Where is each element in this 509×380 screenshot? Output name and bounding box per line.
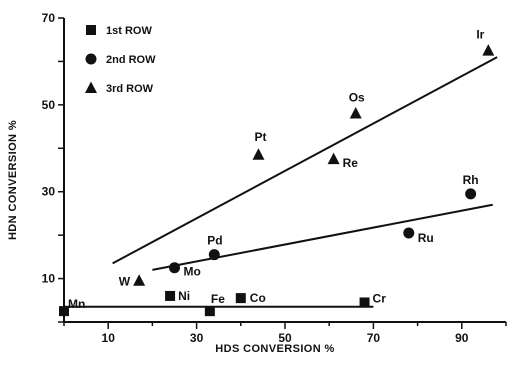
point-re [327,152,340,165]
point-label-pt: Pt [254,130,266,144]
legend-marker-1st-row [86,25,96,35]
point-label-rh: Rh [463,173,479,187]
point-rh [465,188,477,200]
point-label-w: W [119,275,131,289]
x-tick-label: 10 [102,331,116,345]
x-tick-label: 90 [455,331,469,345]
point-label-pd: Pd [207,234,222,248]
point-label-cr: Cr [373,291,387,305]
point-mn [59,306,69,317]
point-ni [165,290,176,301]
point-label-ir: Ir [476,28,484,42]
point-cr [359,297,370,308]
legend-label-2nd-row: 2nd ROW [106,54,156,66]
point-pt [252,148,265,160]
legend-marker-3rd-row [85,81,97,93]
point-label-mn: Mn [68,297,85,311]
y-axis-label: HDN CONVERSION % [7,120,19,240]
x-tick-label: 50 [278,331,292,345]
point-label-ru: Ru [418,231,434,245]
point-co [235,293,246,304]
legend-label-1st-row: 1st ROW [106,25,152,37]
point-mo [169,262,180,274]
y-tick-label: 10 [42,272,56,286]
point-w [133,274,146,286]
fit-line-3rd-row [112,56,498,265]
point-pd [208,249,220,261]
point-fe [204,306,215,317]
y-tick-label: 70 [42,11,56,25]
legend-label-3rd-row: 3rd ROW [106,83,154,95]
point-label-re: Re [343,156,359,170]
y-tick-label: 30 [42,185,56,199]
point-label-fe: Fe [211,292,225,306]
data-points: Mn Ni Fe Co Cr Mo Pd Ru Rh W Pt Re Os Ir [59,28,495,317]
point-label-os: Os [349,91,365,105]
x-axis-label: HDS CONVERSION % [215,343,334,355]
x-tick-label: 30 [190,331,204,345]
point-label-mo: Mo [184,265,201,279]
axes: 10 30 50 70 90 10 30 50 70 [42,11,507,345]
point-ir [482,44,495,56]
legend-marker-2nd-row [85,53,97,65]
point-label-co: Co [250,291,266,305]
y-tick-label: 50 [42,98,56,112]
point-os [349,107,362,119]
fit-lines [64,56,498,308]
point-ru [403,227,415,239]
legend: 1st ROW 2nd ROW 3rd ROW [85,25,156,95]
x-tick-label: 70 [367,331,381,345]
point-label-ni: Ni [178,289,190,303]
fit-line-2nd-row [152,203,493,271]
